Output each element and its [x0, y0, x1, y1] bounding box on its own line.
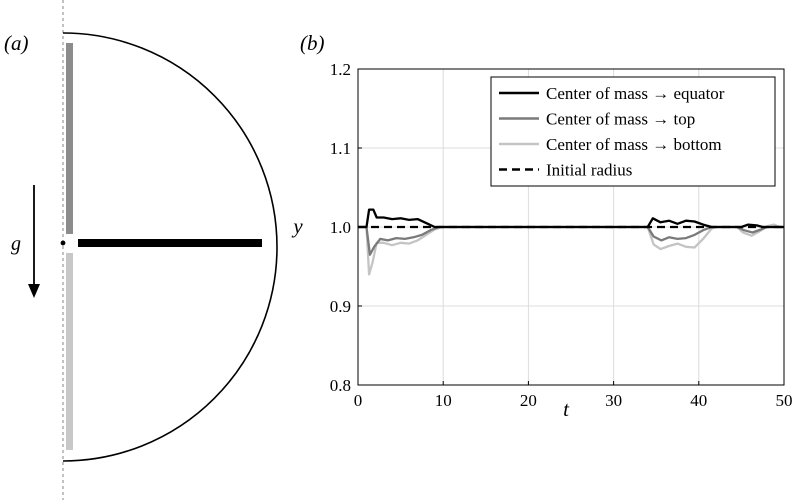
gravity-arrow — [28, 185, 40, 298]
series-lines — [358, 208, 784, 276]
legend-label-1: Center of mass → top — [546, 110, 695, 129]
x-tick-label: 50 — [776, 391, 793, 410]
y-axis-label: y — [291, 214, 303, 238]
droplet-outline — [62, 32, 278, 462]
panel-b: (b) 0 10 20 30 40 50 0.8 0.9 1.0 1.1 1.2 t y Cente… — [291, 31, 792, 421]
legend-box — [490, 76, 776, 187]
y-tick-label: 1.0 — [330, 218, 351, 237]
top-segment-bar — [66, 43, 73, 234]
series-line-2 — [358, 223, 784, 276]
x-axis-label: t — [563, 397, 570, 421]
panel-a-label: (a) — [4, 31, 29, 55]
y-tick-label: 0.9 — [330, 297, 351, 316]
y-tick-label: 1.2 — [330, 60, 351, 79]
y-tick-label: 1.1 — [330, 139, 351, 158]
x-tick-label: 40 — [690, 391, 707, 410]
equator-segment-bar — [78, 239, 262, 247]
legend: Center of mass → equator Center of mass →… — [490, 76, 776, 187]
x-tick-label: 10 — [435, 391, 452, 410]
x-tick-label: 20 — [520, 391, 537, 410]
x-tick-label: 30 — [605, 391, 622, 410]
legend-label-0: Center of mass → equator — [546, 84, 725, 103]
panel-a: (a) g — [4, 0, 278, 500]
x-tick-label: 0 — [354, 391, 363, 410]
panel-b-label: (b) — [300, 31, 325, 55]
series-line-1 — [358, 225, 784, 256]
y-tick-label: 0.8 — [330, 376, 351, 395]
tick-labels: 0 10 20 30 40 50 0.8 0.9 1.0 1.1 1.2 — [330, 60, 793, 410]
gravity-label: g — [11, 233, 21, 255]
center-dot — [60, 240, 66, 246]
legend-label-3: Initial radius — [546, 161, 632, 180]
legend-label-2: Center of mass → bottom — [546, 135, 722, 154]
bottom-segment-bar — [66, 253, 73, 450]
